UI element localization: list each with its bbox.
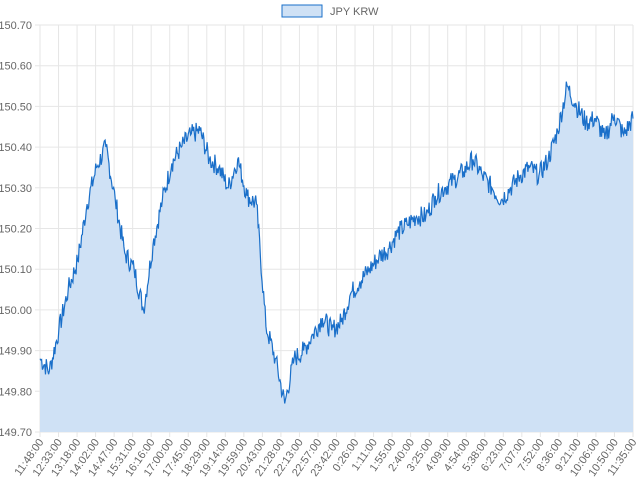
y-tick-label: 149.80 [0, 386, 32, 398]
y-tick-label: 150.70 [0, 20, 32, 32]
y-tick-label: 149.70 [0, 427, 32, 439]
y-tick-label: 149.90 [0, 346, 32, 358]
y-tick-label: 150.20 [0, 224, 32, 236]
x-axis: 11:48:0012:33:0013:18:0014:02:0014:47:00… [13, 437, 640, 479]
series-area [40, 81, 633, 432]
y-axis: 150.70 150.60 150.50 150.40 150.30 150.20 150.… [0, 20, 32, 439]
y-tick-label: 150.60 [0, 61, 32, 73]
y-tick-label: 150.30 [0, 183, 32, 195]
y-tick-label: 150.40 [0, 142, 32, 154]
legend-label[interactable]: JPY KRW [330, 6, 379, 18]
series-line [39, 81, 634, 404]
y-tick-label: 150.00 [0, 305, 32, 317]
legend[interactable]: JPY KRW [281, 4, 379, 18]
legend-swatch[interactable] [281, 4, 323, 18]
y-tick-label: 150.50 [0, 101, 32, 113]
y-tick-label: 150.10 [0, 264, 32, 276]
